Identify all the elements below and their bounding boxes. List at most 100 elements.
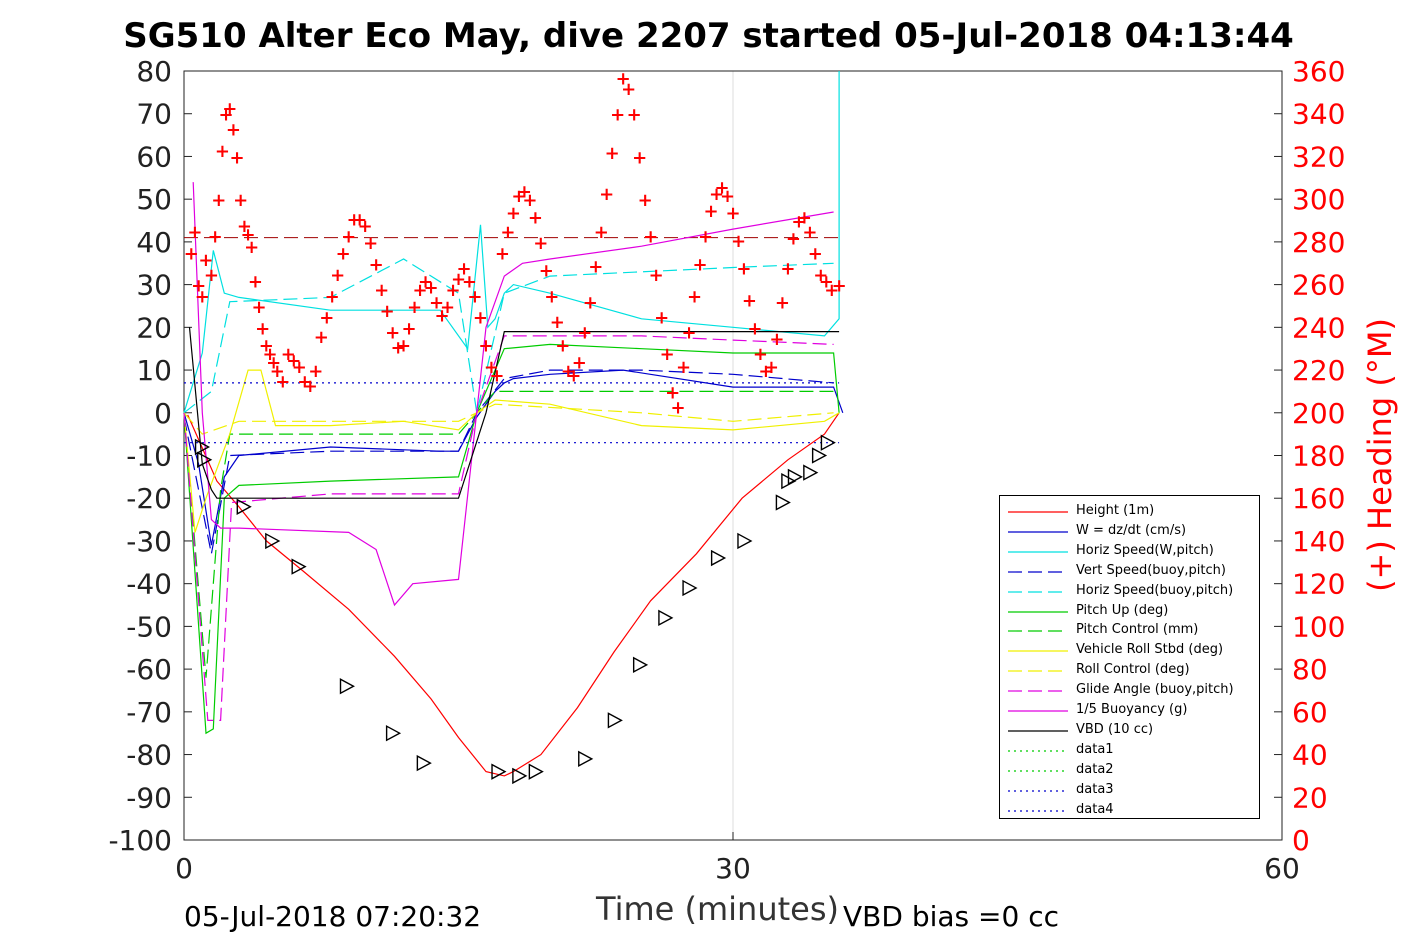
legend-label: data2 [1076, 761, 1114, 777]
right-y-tick-label: 340 [1292, 98, 1345, 131]
legend-swatch [1008, 710, 1068, 712]
heading-point: + [599, 184, 614, 205]
heading-point: + [698, 226, 713, 247]
legend-entry: Height (1m) [1000, 501, 1261, 521]
dive-marker [820, 434, 836, 451]
series-line-10 [192, 182, 834, 607]
right-y-tick-label: 220 [1292, 354, 1345, 387]
heading-point: + [577, 323, 592, 344]
heading-point: + [222, 98, 237, 119]
right-y-tick-label: 300 [1292, 183, 1345, 216]
legend: Height (1m) W = dz/dt (cm/s) Horiz Speed(W… [999, 495, 1260, 819]
heading-point: + [786, 229, 801, 250]
heading-point: + [259, 335, 274, 356]
y-tick-label: 30 [136, 269, 172, 302]
heading-point: + [440, 297, 455, 318]
legend-swatch [1008, 789, 1068, 792]
legend-entry: VBD (10 cc) [1000, 720, 1261, 740]
heading-point: + [473, 308, 488, 329]
heading-point: + [610, 105, 625, 126]
dive-marker [578, 750, 594, 767]
dive-marker [528, 763, 544, 780]
heading-point: + [237, 216, 252, 237]
legend-entry: W = dz/dt (cm/s) [1000, 521, 1261, 541]
legend-label: Horiz Speed(W,pitch) [1076, 542, 1214, 558]
legend-label: 1/5 Buoyancy (g) [1076, 702, 1188, 717]
series-line-9 [183, 335, 834, 722]
legend-swatch [1008, 531, 1068, 533]
heading-point: + [363, 233, 378, 254]
legend-entry: Roll Control (deg) [1000, 660, 1261, 680]
heading-point: + [780, 259, 795, 280]
heading-point: + [184, 244, 199, 265]
y-tick-label: 80 [136, 55, 172, 88]
heading-point: + [478, 335, 493, 356]
legend-label: W = dz/dt (cm/s) [1076, 522, 1187, 538]
dive-marker [787, 468, 803, 486]
y-tick-label: 50 [136, 183, 172, 216]
dive-marker [775, 494, 791, 511]
heading-point: + [191, 276, 206, 297]
right-y-tick-label: 80 [1292, 653, 1328, 686]
series-line-6 [183, 390, 834, 678]
heading-point: + [347, 209, 362, 230]
heading-point: + [500, 222, 515, 243]
heading-point: + [319, 308, 334, 329]
heading-point: + [588, 256, 603, 277]
heading-point: + [211, 190, 226, 211]
heading-point: + [380, 301, 395, 322]
heading-point: + [725, 203, 740, 224]
heading-point: + [616, 68, 631, 89]
heading-point: + [484, 357, 499, 378]
legend-swatch [1008, 511, 1068, 513]
legend-swatch [1008, 750, 1068, 752]
chart-title: SG510 Alter Eco May, dive 2207 started 0… [123, 16, 1294, 56]
right-y-tick-label: 180 [1292, 440, 1345, 473]
heading-point: + [215, 141, 230, 162]
vbd-bias-label: VBD bias =0 cc [843, 900, 1059, 933]
dive-marker [512, 767, 528, 785]
heading-point: + [753, 344, 768, 365]
y-tick-label: 60 [136, 140, 172, 173]
y-tick-label: -40 [126, 568, 172, 601]
legend-label: Horiz Speed(buoy,pitch) [1076, 582, 1234, 598]
heading-point: + [195, 286, 210, 307]
heading-point: + [544, 286, 559, 307]
legend-swatch [1008, 590, 1068, 593]
heading-point: + [583, 293, 598, 314]
legend-label: VBD (10 cc) [1076, 721, 1154, 737]
heading-point: + [533, 233, 548, 254]
legend-swatch [1008, 630, 1068, 632]
dive-marker [710, 549, 727, 567]
heading-point: + [358, 216, 373, 237]
heading-point: + [303, 376, 318, 397]
dive-marker [811, 447, 828, 464]
legend-swatch [1008, 571, 1068, 573]
right-y-tick-label: 60 [1292, 696, 1328, 729]
dive-marker [737, 532, 753, 550]
heading-point: + [638, 190, 653, 211]
legend-entry: Vehicle Roll Stbd (deg) [1000, 640, 1261, 660]
series-line-1 [183, 369, 844, 546]
right-y-tick-label: 240 [1292, 311, 1345, 344]
legend-entry: data3 [1000, 780, 1261, 800]
legend-entry: Pitch Control (mm) [1000, 620, 1261, 640]
heading-point: + [241, 224, 256, 245]
right-y-tick-label: 280 [1292, 226, 1345, 259]
heading-point: + [244, 237, 259, 258]
heading-point: + [819, 271, 834, 292]
heading-point: + [555, 335, 570, 356]
heading-point: + [407, 297, 422, 318]
heading-point: + [445, 280, 460, 301]
heading-point: + [797, 207, 812, 228]
y-tick-label: 70 [136, 98, 172, 131]
heading-point: + [687, 286, 702, 307]
y-tick-label: -30 [126, 525, 172, 558]
y-tick-label: -70 [126, 696, 172, 729]
heading-point: + [605, 143, 620, 164]
heading-point: + [270, 361, 285, 382]
heading-point: + [385, 323, 400, 344]
heading-point: + [396, 335, 411, 356]
heading-point: + [314, 327, 329, 348]
